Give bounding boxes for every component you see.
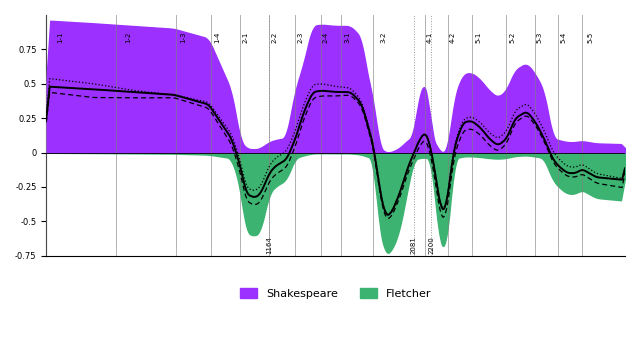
Text: 1-1: 1-1: [57, 32, 63, 43]
Legend: Shakespeare, Fletcher: Shakespeare, Fletcher: [236, 283, 435, 303]
Text: 1-2: 1-2: [125, 32, 131, 43]
Text: 2-2: 2-2: [271, 32, 277, 43]
Text: 5-4: 5-4: [560, 32, 566, 43]
Text: 2081: 2081: [411, 236, 417, 254]
Text: 2200: 2200: [428, 237, 434, 254]
Text: 2-4: 2-4: [322, 32, 328, 43]
Text: 5-5: 5-5: [588, 32, 593, 43]
Text: 1-4: 1-4: [214, 32, 220, 43]
Text: 3-2: 3-2: [381, 32, 387, 43]
Text: 3-1: 3-1: [345, 32, 351, 43]
Text: 5-1: 5-1: [476, 32, 481, 43]
Text: 2-1: 2-1: [243, 32, 249, 43]
Text: 1-3: 1-3: [180, 32, 186, 43]
Text: 5-3: 5-3: [537, 32, 543, 43]
Text: 5-2: 5-2: [509, 32, 515, 43]
Text: 1164: 1164: [266, 236, 272, 254]
Text: 4-2: 4-2: [450, 32, 456, 43]
Text: 2-3: 2-3: [298, 32, 303, 43]
Text: 4-1: 4-1: [427, 32, 433, 43]
